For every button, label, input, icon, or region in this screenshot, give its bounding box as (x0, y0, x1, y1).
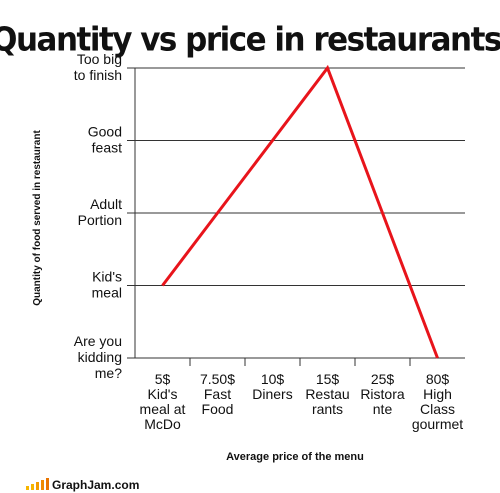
logo-icon (26, 478, 49, 490)
x-tick-label: 7.50$ Fast Food (200, 371, 235, 417)
x-tick-label: 10$ Diners (252, 371, 292, 402)
x-tick-label: 15$ Restau rants (305, 371, 349, 417)
y-tick-label: Kid's meal (92, 268, 122, 300)
x-tick-label: 5$ Kid's meal at McDo (140, 371, 186, 432)
x-tick-label: 25$ Ristora nte (360, 371, 405, 417)
x-axis-label: Average price of the menu (226, 451, 364, 463)
y-tick-label: Too big to finish (74, 51, 122, 83)
x-tick-label: 80$ High Class gourmet (412, 371, 463, 432)
chart-title: Quantity vs price in restaurants (0, 22, 500, 59)
data-line (161, 64, 439, 359)
source: GraphJam.com (52, 478, 139, 492)
y-tick-label: Good feast (88, 123, 122, 155)
y-axis-label: Quantity of food served in restaurant (32, 130, 43, 306)
y-tick-label: Adult Portion (78, 196, 122, 228)
y-tick-label: Are you kidding me? (74, 333, 122, 381)
